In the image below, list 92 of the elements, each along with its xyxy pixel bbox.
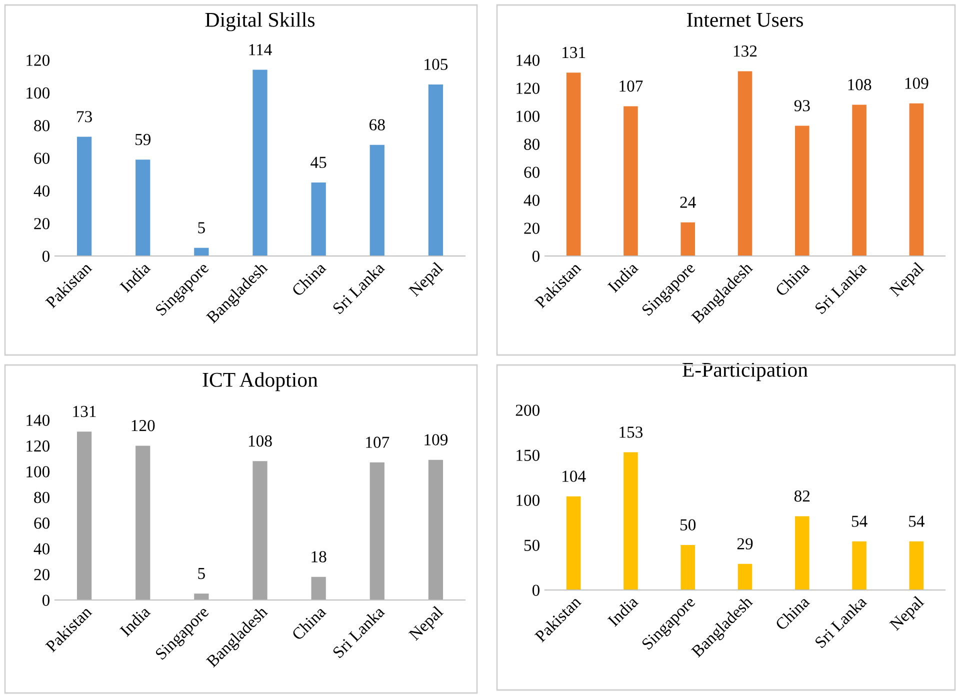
data-label: 131 bbox=[73, 406, 96, 418]
data-label: 59 bbox=[135, 134, 151, 146]
y-tick-label: 40 bbox=[34, 543, 50, 555]
y-tick-label: 140 bbox=[516, 54, 540, 66]
chart-title: Internet Users bbox=[687, 13, 803, 27]
data-label: 24 bbox=[680, 196, 696, 208]
bar bbox=[680, 222, 695, 256]
y-tick-label: 60 bbox=[34, 518, 50, 529]
y-tick-label: 0 bbox=[532, 250, 540, 262]
bar bbox=[194, 248, 209, 256]
y-tick-label: 20 bbox=[34, 218, 50, 230]
bar bbox=[852, 541, 866, 590]
data-label: 107 bbox=[620, 80, 643, 92]
bar bbox=[76, 432, 92, 600]
data-label: 132 bbox=[734, 46, 757, 57]
y-tick-label: 20 bbox=[34, 568, 50, 580]
bar bbox=[252, 461, 268, 600]
y-tick-label: 120 bbox=[26, 440, 50, 452]
bar bbox=[909, 103, 924, 256]
bar bbox=[624, 106, 638, 256]
data-label: 68 bbox=[370, 119, 385, 130]
y-tick-label: 200 bbox=[516, 404, 540, 416]
data-label: 114 bbox=[249, 44, 272, 56]
chart-title: ICT Adoption bbox=[202, 372, 318, 392]
y-tick-label: 40 bbox=[34, 185, 50, 197]
bar bbox=[795, 126, 810, 256]
y-tick-label: 0 bbox=[42, 250, 50, 262]
data-label: 82 bbox=[794, 490, 810, 502]
data-label: 109 bbox=[905, 78, 928, 89]
bar bbox=[252, 70, 268, 256]
data-label: 93 bbox=[794, 100, 810, 112]
data-label: 108 bbox=[248, 435, 272, 447]
data-label: 73 bbox=[77, 111, 92, 122]
data-label: 18 bbox=[312, 551, 326, 562]
y-tick-label: 60 bbox=[524, 166, 540, 178]
y-tick-label: 80 bbox=[34, 120, 50, 132]
y-tick-label: 150 bbox=[516, 450, 540, 461]
y-tick-label: 100 bbox=[26, 87, 50, 99]
data-label: 104 bbox=[562, 470, 586, 482]
data-label: 5 bbox=[198, 568, 205, 580]
chart-title: E-Participation bbox=[682, 362, 808, 382]
bar bbox=[909, 541, 924, 590]
y-tick-label: 80 bbox=[34, 492, 50, 504]
y-tick-label: 100 bbox=[26, 466, 50, 478]
y-tick-label: 120 bbox=[26, 54, 50, 66]
x-tick-label: India bbox=[119, 261, 151, 293]
y-tick-label: 100 bbox=[516, 110, 540, 122]
data-label: 109 bbox=[424, 434, 448, 446]
bar bbox=[566, 72, 581, 256]
x-tick-label: India bbox=[606, 261, 639, 293]
bar bbox=[852, 104, 866, 256]
bar bbox=[738, 564, 752, 590]
data-label: 105 bbox=[424, 58, 448, 70]
data-label: 50 bbox=[680, 519, 696, 531]
bar bbox=[136, 446, 150, 600]
x-tick-label: India bbox=[119, 605, 151, 637]
bar bbox=[311, 576, 326, 600]
y-tick-label: 0 bbox=[532, 584, 540, 596]
data-label: 5 bbox=[198, 222, 205, 234]
y-tick-label: 0 bbox=[42, 594, 50, 606]
y-tick-label: 80 bbox=[524, 138, 540, 150]
bar bbox=[370, 462, 384, 600]
bar bbox=[136, 160, 150, 256]
y-tick-label: 140 bbox=[26, 414, 50, 426]
data-label: 131 bbox=[562, 46, 586, 58]
y-tick-label: 60 bbox=[34, 152, 50, 164]
data-label: 54 bbox=[852, 516, 868, 527]
bar bbox=[370, 144, 384, 256]
bar bbox=[311, 182, 326, 256]
y-tick-label: 20 bbox=[524, 222, 540, 234]
data-label: 120 bbox=[132, 420, 155, 432]
bar bbox=[566, 496, 581, 590]
y-tick-label: 40 bbox=[524, 194, 540, 206]
bar bbox=[738, 71, 752, 256]
data-label: 153 bbox=[620, 426, 643, 438]
data-label: 29 bbox=[737, 538, 753, 550]
data-label: 54 bbox=[909, 516, 924, 527]
bar bbox=[428, 460, 444, 600]
bar bbox=[194, 594, 209, 600]
bar bbox=[680, 545, 695, 590]
bar bbox=[76, 136, 92, 256]
bar bbox=[428, 84, 444, 256]
bar bbox=[624, 452, 638, 590]
bar bbox=[795, 516, 810, 590]
data-label: 45 bbox=[310, 156, 326, 168]
y-tick-label: 100 bbox=[516, 494, 540, 506]
data-label: 107 bbox=[366, 436, 390, 448]
chart-title: Digital Skills bbox=[205, 12, 315, 32]
y-tick-label: 50 bbox=[524, 540, 540, 551]
x-tick-label: India bbox=[606, 595, 639, 627]
y-tick-label: 120 bbox=[516, 82, 540, 94]
data-label: 108 bbox=[848, 79, 872, 90]
